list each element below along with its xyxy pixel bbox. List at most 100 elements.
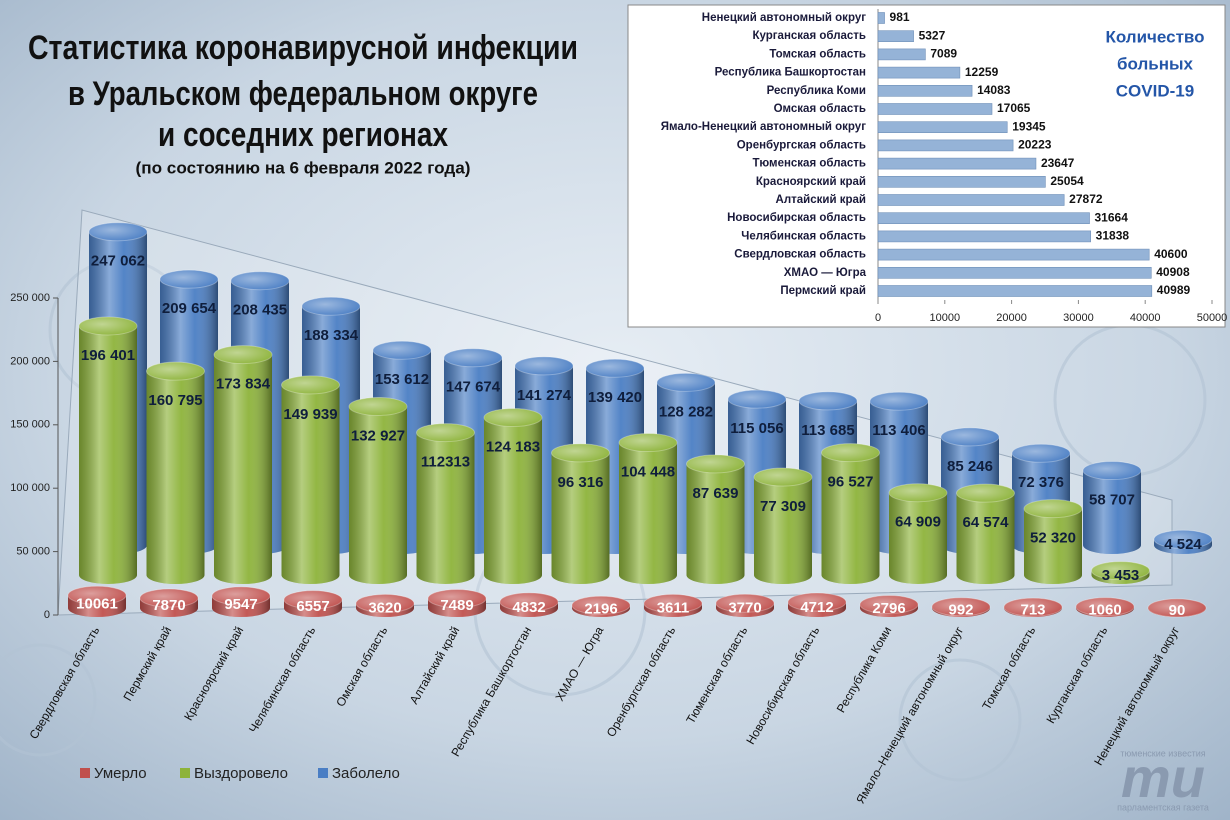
value-label: 19345 bbox=[1012, 119, 1046, 133]
bar-shading bbox=[146, 371, 205, 584]
value-label: 2196 bbox=[584, 601, 617, 618]
bar-shading bbox=[416, 432, 475, 584]
y-tick-label: Красноярский край bbox=[756, 176, 866, 188]
value-label: 96 316 bbox=[558, 474, 604, 491]
bar bbox=[877, 103, 993, 115]
value-label: 104 448 bbox=[621, 464, 675, 481]
bar-top-gloss bbox=[356, 594, 414, 613]
value-label: 112313 bbox=[421, 454, 470, 471]
bar-top-gloss bbox=[79, 316, 137, 335]
y-tick-label: ХМАО — Югра bbox=[784, 267, 867, 279]
bar bbox=[877, 48, 926, 61]
y-tick-label: Омская область bbox=[774, 103, 866, 115]
y-tick-label: Свердловская область bbox=[734, 249, 866, 261]
bar-top-gloss bbox=[889, 483, 947, 502]
value-label: 58 707 bbox=[1089, 492, 1135, 509]
bar bbox=[877, 248, 1150, 261]
bar bbox=[877, 157, 1037, 170]
y-tick-label: 150 000 bbox=[10, 419, 50, 431]
value-label: 4 524 bbox=[1164, 536, 1202, 553]
chart-subtitle: (по состоянию на 6 февраля 2022 года) bbox=[136, 158, 471, 177]
bar-top-gloss bbox=[1024, 499, 1082, 518]
bar bbox=[877, 266, 1152, 279]
bar-top-gloss bbox=[1091, 561, 1150, 580]
value-label: 31838 bbox=[1096, 229, 1130, 243]
bar-top-gloss bbox=[860, 595, 918, 614]
value-label: 188 334 bbox=[304, 327, 359, 344]
inset-title: больных bbox=[1117, 54, 1193, 73]
bar-top-gloss bbox=[1148, 598, 1206, 617]
bar bbox=[877, 230, 1091, 243]
y-tick-label: Челябинская область bbox=[741, 230, 866, 242]
legend-label: Выздоровело bbox=[194, 765, 288, 782]
value-label: 147 674 bbox=[446, 379, 501, 396]
value-label: 160 795 bbox=[148, 392, 202, 409]
value-label: 713 bbox=[1020, 602, 1045, 619]
y-tick-label: 250 000 bbox=[10, 292, 50, 304]
value-label: 196 401 bbox=[81, 347, 135, 364]
bar-top-gloss bbox=[644, 594, 702, 613]
chart-title: Статистика коронавирусной инфекции bbox=[28, 29, 578, 67]
value-label: 87 639 bbox=[693, 485, 739, 502]
value-label: 4712 bbox=[800, 599, 833, 616]
bar-top-gloss bbox=[500, 592, 558, 611]
y-tick-label: 200 000 bbox=[10, 355, 50, 367]
bar-top-gloss bbox=[1012, 444, 1070, 463]
bar-top-gloss bbox=[716, 594, 774, 613]
main-chart: 0 50 000 100 000 150 000 200 000 250 000 247 0… bbox=[10, 222, 1213, 806]
y-tick-label: Республика Башкортостан bbox=[715, 67, 866, 79]
y-tick-label: Оренбургская область bbox=[737, 139, 866, 151]
y-tick-label: 100 000 bbox=[10, 482, 50, 494]
value-label: 128 282 bbox=[659, 403, 713, 420]
bar-shading bbox=[686, 463, 745, 584]
bar-top-gloss bbox=[932, 597, 990, 616]
x-tick-label: 0 bbox=[875, 312, 881, 324]
value-label: 96 527 bbox=[828, 474, 874, 491]
bar bbox=[877, 30, 914, 43]
inset-title: COVID-19 bbox=[1116, 81, 1194, 100]
bar-top-gloss bbox=[214, 345, 272, 364]
x-tick-label: 40000 bbox=[1130, 312, 1161, 324]
bar-top-gloss bbox=[1083, 461, 1141, 480]
bar-top-gloss bbox=[551, 443, 610, 462]
y-tick-label: Курганская область bbox=[752, 30, 866, 42]
bar-top-gloss bbox=[788, 593, 846, 612]
bar-shading bbox=[821, 452, 880, 584]
value-label: 208 435 bbox=[233, 302, 287, 319]
value-label: 77 309 bbox=[760, 498, 806, 515]
legend-swatch bbox=[318, 768, 328, 778]
bar-top-gloss bbox=[728, 390, 786, 409]
bar-top-gloss bbox=[484, 408, 542, 427]
value-label: 113 685 bbox=[801, 422, 854, 439]
logo-bottom: парламентская газета bbox=[1117, 802, 1209, 812]
value-label: 992 bbox=[948, 601, 973, 618]
value-label: 173 834 bbox=[216, 376, 271, 393]
bar bbox=[877, 121, 1008, 133]
value-label: 20223 bbox=[1018, 138, 1052, 152]
bar-top-gloss bbox=[686, 454, 745, 473]
bar-top-gloss bbox=[89, 222, 147, 241]
bar bbox=[877, 212, 1090, 224]
value-label: 124 183 bbox=[486, 439, 540, 456]
bar-top-gloss bbox=[754, 467, 812, 486]
bar-top-gloss bbox=[941, 427, 999, 446]
bar-top-gloss bbox=[619, 433, 677, 452]
y-tick-label: Тюменская область bbox=[753, 158, 866, 170]
legend-swatch bbox=[180, 768, 190, 778]
bar-top-gloss bbox=[284, 590, 342, 609]
bar-top-gloss bbox=[281, 375, 340, 394]
bar-top-gloss bbox=[146, 362, 205, 381]
bar bbox=[877, 66, 961, 79]
bar-top-gloss bbox=[212, 586, 270, 605]
value-label: 7089 bbox=[930, 47, 957, 61]
y-tick-label: Томская область bbox=[769, 48, 866, 60]
value-label: 10061 bbox=[76, 596, 118, 613]
inset-chart: 0 10000 20000 30000 40000 50000 Ненецкий автон… bbox=[661, 9, 1227, 324]
chart-title: в Уральском федеральном округе bbox=[68, 75, 538, 113]
legend-label: Заболело bbox=[332, 765, 400, 782]
bar-shading bbox=[754, 476, 812, 584]
y-tick-label: Республика Коми bbox=[767, 85, 866, 97]
bar-shading bbox=[484, 417, 542, 584]
bar-top-gloss bbox=[1076, 597, 1134, 616]
value-label: 7489 bbox=[440, 597, 473, 614]
